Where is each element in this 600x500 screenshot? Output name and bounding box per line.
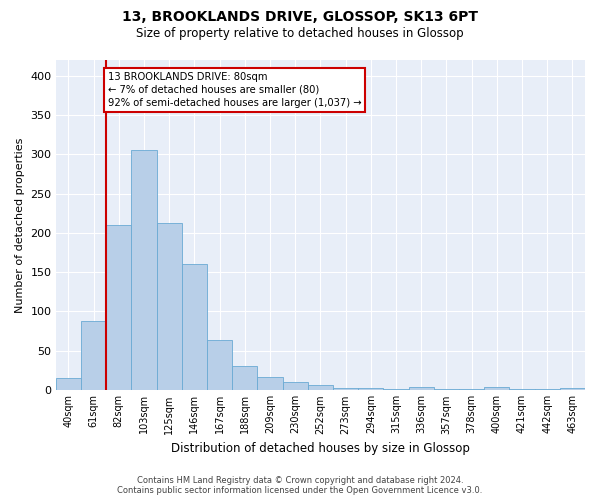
Text: 13 BROOKLANDS DRIVE: 80sqm
← 7% of detached houses are smaller (80)
92% of semi-: 13 BROOKLANDS DRIVE: 80sqm ← 7% of detac… — [107, 72, 361, 108]
Bar — [131, 150, 157, 390]
Bar — [308, 386, 333, 390]
Bar — [434, 389, 459, 390]
Bar — [207, 340, 232, 390]
Text: Contains HM Land Registry data © Crown copyright and database right 2024.
Contai: Contains HM Land Registry data © Crown c… — [118, 476, 482, 495]
Bar — [459, 389, 484, 390]
Bar — [509, 389, 535, 390]
Bar — [383, 389, 409, 390]
Bar — [257, 376, 283, 390]
Bar — [182, 264, 207, 390]
Y-axis label: Number of detached properties: Number of detached properties — [15, 138, 25, 312]
Text: 13, BROOKLANDS DRIVE, GLOSSOP, SK13 6PT: 13, BROOKLANDS DRIVE, GLOSSOP, SK13 6PT — [122, 10, 478, 24]
Bar — [358, 388, 383, 390]
Bar — [409, 387, 434, 390]
Bar — [157, 222, 182, 390]
Bar — [535, 389, 560, 390]
Text: Size of property relative to detached houses in Glossop: Size of property relative to detached ho… — [136, 28, 464, 40]
X-axis label: Distribution of detached houses by size in Glossop: Distribution of detached houses by size … — [171, 442, 470, 455]
Bar — [106, 225, 131, 390]
Bar — [283, 382, 308, 390]
Bar — [56, 378, 81, 390]
Bar — [81, 321, 106, 390]
Bar — [560, 388, 585, 390]
Bar — [333, 388, 358, 390]
Bar — [232, 366, 257, 390]
Bar — [484, 387, 509, 390]
